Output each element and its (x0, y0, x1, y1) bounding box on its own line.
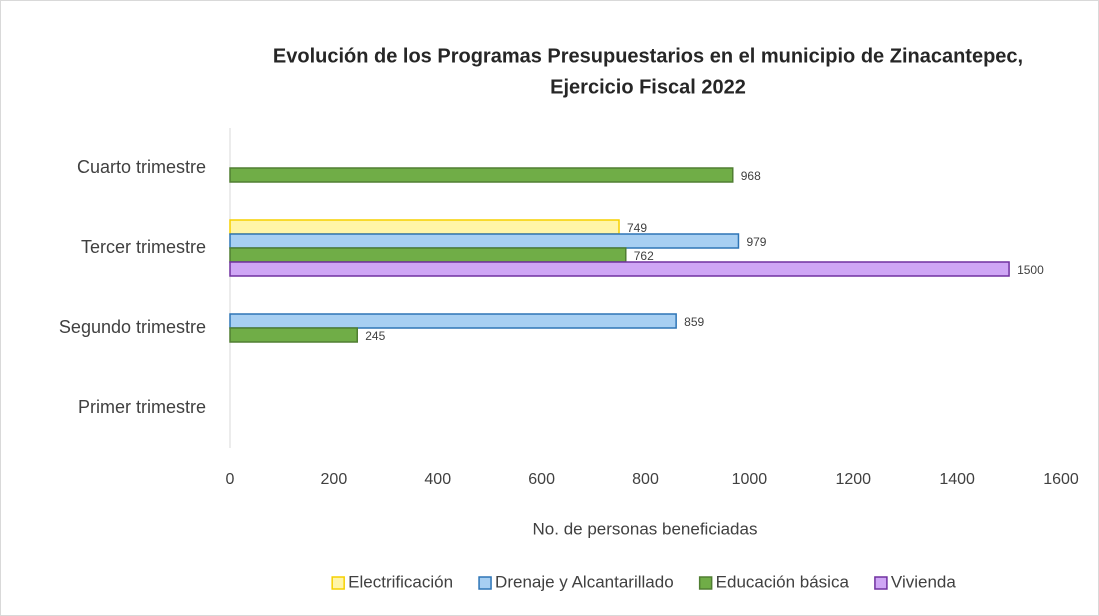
x-tick-label: 1200 (835, 471, 871, 488)
legend-swatch (874, 576, 888, 590)
data-label: 968 (741, 169, 761, 183)
data-label: 762 (634, 249, 654, 263)
x-tick-label: 1000 (732, 471, 768, 488)
y-tick-label: Tercer trimestre (81, 237, 206, 257)
data-label: 749 (627, 221, 647, 235)
bar (229, 313, 677, 329)
y-tick-label: Cuarto trimestre (77, 157, 206, 177)
x-tick-label: 400 (424, 471, 451, 488)
chart-title: Evolución de los Programas Presupuestari… (273, 45, 1023, 67)
legend-swatch (331, 576, 345, 590)
x-tick-label: 1600 (1043, 471, 1079, 488)
y-tick-label: Segundo trimestre (59, 317, 206, 337)
data-label: 245 (365, 329, 385, 343)
data-label: 979 (746, 235, 766, 249)
legend-swatch (698, 576, 713, 590)
data-label: 859 (684, 315, 704, 329)
y-tick-label: Primer trimestre (78, 397, 206, 417)
legend-label: Electrificación (348, 572, 453, 591)
legend-label: Drenaje y Alcantarillado (495, 572, 674, 591)
legend-swatch (478, 576, 492, 590)
data-label: 1500 (1017, 263, 1044, 277)
x-tick-label: 0 (226, 471, 235, 488)
bar (229, 233, 740, 249)
x-tick-label: 200 (321, 471, 348, 488)
x-tick-label: 1400 (939, 471, 975, 488)
bar (229, 261, 1010, 277)
bar (229, 327, 358, 343)
x-tick-label: 800 (632, 471, 659, 488)
bar (229, 167, 734, 183)
x-axis-title: No. de personas beneficiadas (533, 519, 758, 538)
legend-label: Educación básica (716, 572, 850, 591)
x-tick-label: 600 (528, 471, 555, 488)
bar (229, 219, 620, 235)
bar (229, 247, 627, 263)
legend-label: Vivienda (891, 572, 956, 591)
chart-title: Ejercicio Fiscal 2022 (550, 76, 746, 98)
